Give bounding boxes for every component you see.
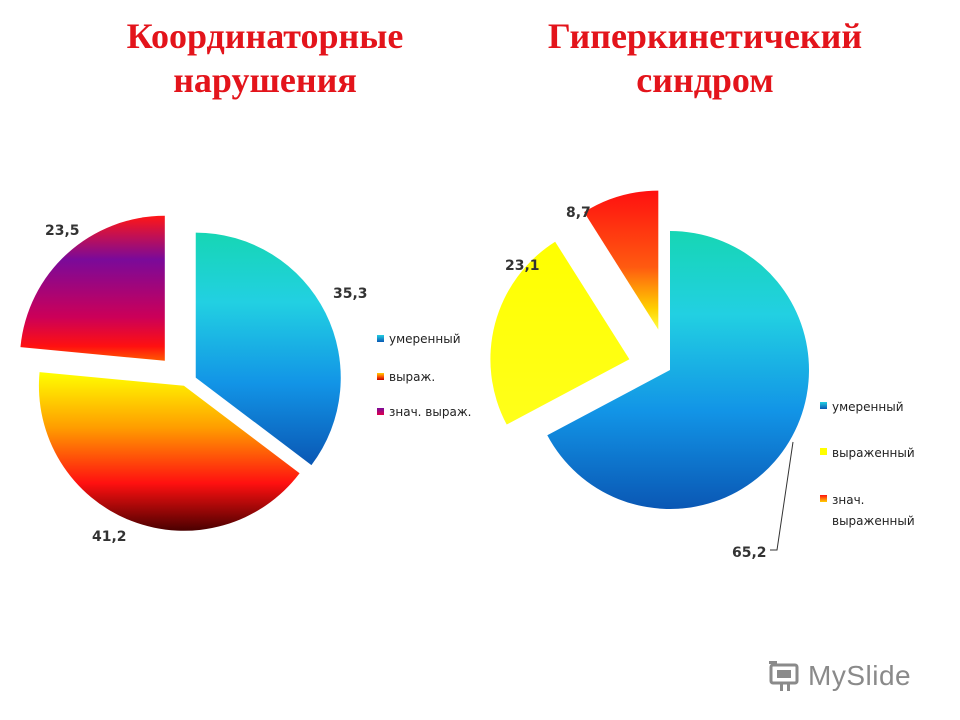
chart-2-title-line-1: Гиперкинетичекий [547, 16, 863, 56]
pie-chart-2 [490, 190, 809, 509]
chart-2-title-line-2: синдром [636, 60, 774, 100]
chart-1-data-label-moderate: 35,3 [333, 286, 368, 302]
chart-2-legend-swatch-expressed [820, 448, 827, 455]
chart-1-legend-swatch-moderate [377, 335, 384, 342]
chart-2-legend-swatch-significant [820, 495, 827, 502]
chart-1-title: Координаторные нарушения [55, 14, 475, 102]
chart-1-legend: умеренный выраж. знач. выраж. [377, 332, 471, 419]
chart-1-data-label-expressed: 41,2 [92, 529, 127, 545]
chart-2-legend: умеренный выраженный знач. выраженный [820, 400, 915, 528]
chart-2-data-label-moderate: 65,2 [732, 545, 767, 561]
chart-2-slice-moderate [547, 231, 809, 509]
chart-1-legend-label-moderate: умеренный [389, 332, 461, 346]
slides-icon [769, 661, 799, 691]
logo-text: MySlide [808, 660, 912, 691]
chart-2-slice-significant [584, 190, 659, 330]
chart-1-legend-label-significant: знач. выраж. [389, 405, 471, 419]
myslide-logo: MySlide [768, 656, 911, 696]
chart-1-legend-label-expressed: выраж. [389, 370, 435, 384]
chart-1-slice-significant [20, 215, 165, 361]
chart-1-title-line-1: Координаторные [126, 16, 404, 56]
chart-2-leader-line [770, 441, 794, 551]
chart-2-title: Гиперкинетичекий синдром [495, 14, 915, 102]
chart-2-legend-label-significant: знач. выраженный [832, 493, 915, 528]
chart-1-data-label-significant: 23,5 [45, 223, 80, 239]
chart-1-slice-expressed [38, 372, 300, 531]
chart-2-data-label-expressed: 23,1 [505, 258, 540, 274]
pie-chart-1 [20, 215, 341, 531]
chart-2-legend-label-moderate: умеренный [832, 400, 904, 414]
chart-1-legend-swatch-significant [377, 408, 384, 415]
chart-2-data-label-significant: 8,7 [566, 205, 591, 221]
chart-1-title-line-2: нарушения [173, 60, 357, 100]
chart-2-slice-expressed [490, 241, 630, 425]
chart-1-slice-moderate [195, 232, 341, 466]
chart-1-legend-swatch-expressed [377, 373, 384, 380]
chart-2-legend-swatch-moderate [820, 402, 827, 409]
chart-2-legend-label-expressed: выраженный [832, 446, 915, 460]
